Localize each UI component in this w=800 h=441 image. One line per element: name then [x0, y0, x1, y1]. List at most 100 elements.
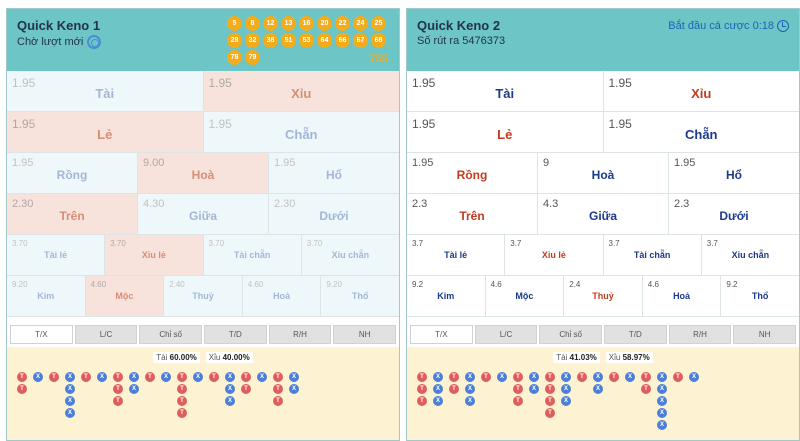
panel-header: Quick Keno 1 Chờ lượt mới 5 8 12 13 16 20 22 24…	[7, 9, 399, 71]
bet-option-xiu-le[interactable]: 3.7 Xỉu lẻ	[505, 235, 604, 275]
result-ball: 24	[353, 16, 368, 31]
tab-l-c[interactable]: L/C	[74, 325, 138, 344]
bet-option-xiu-le[interactable]: 3.70 Xỉu lẻ	[105, 235, 204, 275]
bet-option-tho[interactable]: 9.20 Thổ	[321, 276, 399, 316]
tab-chi-so[interactable]: Chỉ số	[539, 325, 603, 344]
tab-t-d[interactable]: T/D	[604, 325, 667, 344]
bet-label: Thuỷ	[592, 291, 614, 301]
tai-marker: T	[177, 372, 187, 382]
bet-option-duoi[interactable]: 2.3 Dưới	[669, 194, 799, 234]
bet-option-chan[interactable]: 1.95 Chẵn	[203, 112, 399, 152]
bet-option-rong[interactable]: 1.95 Rồng	[7, 153, 138, 193]
bet-option-tai-le[interactable]: 3.70 Tài lẻ	[7, 235, 106, 275]
bet-option-tai-chan[interactable]: 3.7 Tài chẵn	[603, 235, 702, 275]
tai-marker: T	[177, 384, 187, 394]
tab-t-x[interactable]: T/X	[410, 325, 473, 344]
bet-label: Hổ	[326, 168, 342, 182]
bet-odds: 4.60	[90, 280, 107, 289]
xiu-marker: X	[561, 372, 571, 382]
bet-option-kim[interactable]: 9.2 Kim	[407, 276, 486, 316]
xiu-marker: X	[657, 420, 667, 430]
bet-option-xiu[interactable]: 1.95 Xỉu	[203, 71, 399, 111]
bet-label: Trên	[59, 209, 85, 223]
bet-option-xiu-chan[interactable]: 3.7 Xỉu chẵn	[701, 235, 799, 275]
tai-marker: T	[641, 372, 651, 382]
xiu-marker: X	[593, 372, 603, 382]
tai-marker: T	[673, 372, 683, 382]
bet-odds: 9	[543, 157, 550, 169]
bet-label: Lẻ	[497, 127, 513, 142]
bet-option-duoi[interactable]: 2.30 Dưới	[269, 194, 399, 234]
tab-chi-so[interactable]: Chỉ số	[139, 325, 203, 344]
tab-r-h[interactable]: R/H	[668, 325, 732, 344]
tab-r-h[interactable]: R/H	[268, 325, 332, 344]
bet-odds: 9.20	[326, 280, 342, 289]
bet-option-thuy[interactable]: 2.4 Thuỷ	[564, 276, 643, 316]
bet-option-kim[interactable]: 9.20 Kim	[7, 276, 86, 316]
stats-tabs: T/X L/C Chỉ số T/D R/H NH	[10, 325, 397, 344]
bet-option-rong[interactable]: 1.95 Rồng	[407, 153, 538, 193]
bet-option-hoa[interactable]: 9 Hoà	[538, 153, 669, 193]
tab-nh[interactable]: NH	[333, 325, 397, 344]
bet-option-le[interactable]: 1.95 Lẻ	[407, 112, 604, 152]
tai-marker: T	[417, 372, 427, 382]
bet-option-tren[interactable]: 2.30 Trên	[7, 194, 138, 234]
tab-t-x[interactable]: T/X	[10, 325, 73, 344]
tai-marker: T	[273, 384, 283, 394]
bet-option-moc[interactable]: 4.60 Mộc	[85, 276, 165, 316]
bet-option-xiu[interactable]: 1.95 Xỉu	[603, 71, 799, 111]
bet-option-le[interactable]: 1.95 Lẻ	[7, 112, 204, 152]
bet-row: 2.30 Trên 4.30 Giữa 2.30 Dưới	[7, 194, 399, 235]
bet-option-tai-le[interactable]: 3.7 Tài lẻ	[407, 235, 506, 275]
bet-odds: 4.30	[143, 198, 165, 210]
tai-marker: T	[177, 396, 187, 406]
bet-odds: 2.3	[412, 198, 428, 210]
xiu-marker: X	[65, 372, 75, 382]
bet-option-ho[interactable]: 1.95 Hổ	[269, 153, 399, 193]
bet-option-tai-chan[interactable]: 3.70 Tài chẵn	[203, 235, 302, 275]
tai-marker: T	[577, 372, 587, 382]
result-ball: 25	[371, 16, 386, 31]
keno-panel-2: Quick Keno 2 Số rút ra 5476373 Bắt đầu c…	[406, 8, 800, 441]
bet-label: Xỉu lẻ	[141, 250, 166, 260]
bet-option-hoa[interactable]: 4.60 Hoả	[242, 276, 322, 316]
bet-option-tho[interactable]: 9.2 Thổ	[721, 276, 799, 316]
bet-option-ho[interactable]: 1.95 Hổ	[669, 153, 799, 193]
bet-label: Lẻ	[97, 127, 113, 142]
draw-label: Số rút ra 5476373	[417, 35, 506, 47]
bet-option-giua[interactable]: 4.30 Giữa	[138, 194, 269, 234]
tai-marker: T	[49, 372, 59, 382]
bet-odds: 2.30	[274, 198, 296, 210]
bet-label: Giữa	[588, 209, 618, 223]
result-ball: 53	[299, 33, 314, 48]
result-ball: 12	[263, 16, 278, 31]
xiu-ratio: Xỉu 58.97%	[605, 352, 653, 363]
bet-option-tren[interactable]: 2.3 Trên	[407, 194, 538, 234]
bet-option-hoa[interactable]: 4.6 Hoả	[642, 276, 722, 316]
road-column: X	[625, 372, 635, 430]
road-column: X	[193, 372, 203, 418]
xiu-marker: X	[561, 396, 571, 406]
bet-option-xiu-chan[interactable]: 3.70 Xỉu chẵn	[301, 235, 399, 275]
bet-option-hoa[interactable]: 9.00 Hoà	[138, 153, 269, 193]
road-column: T	[673, 372, 683, 430]
tab-l-c[interactable]: L/C	[474, 325, 538, 344]
bet-label: Trên	[459, 209, 485, 223]
xiu-marker: X	[129, 372, 139, 382]
bet-option-chan[interactable]: 1.95 Chẵn	[603, 112, 799, 152]
result-ball: 13	[281, 16, 296, 31]
bet-option-giua[interactable]: 4.3 Giữa	[538, 194, 669, 234]
tai-ratio: Tài 41.03%	[553, 352, 600, 363]
bet-option-thuy[interactable]: 2.40 Thuỷ	[164, 276, 243, 316]
bet-option-tai[interactable]: 1.95 Tài	[7, 71, 204, 111]
tab-t-d[interactable]: T/D	[204, 325, 267, 344]
bet-option-moc[interactable]: 4.6 Mộc	[485, 276, 565, 316]
bet-odds: 9.2	[726, 280, 738, 289]
bet-option-tai[interactable]: 1.95 Tài	[407, 71, 604, 111]
tab-nh[interactable]: NH	[733, 325, 797, 344]
keno-panel-1: Quick Keno 1 Chờ lượt mới 5 8 12 13 16 20 22 24…	[6, 8, 400, 441]
xiu-marker: X	[257, 372, 267, 382]
tai-marker: T	[417, 396, 427, 406]
